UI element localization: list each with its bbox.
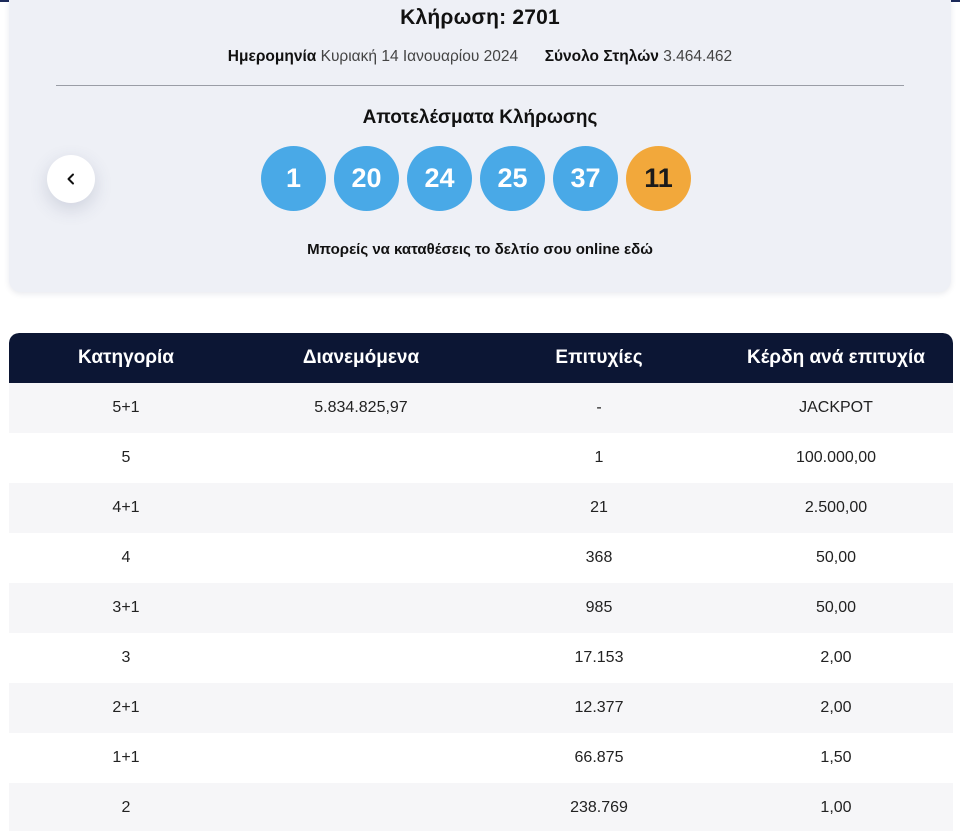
cell-winners: 17.153 — [574, 649, 624, 666]
number-ball: 1 — [261, 146, 326, 211]
prize-table: Κατηγορία Διανεμόμενα Επιτυχίες Κέρδη αν… — [9, 333, 953, 831]
table-row: 4 368 50,00 — [9, 533, 953, 583]
cell-winners: 66.875 — [574, 749, 624, 766]
date-label: Ημερομηνία — [227, 48, 317, 65]
online-bet-link[interactable]: εδώ — [624, 241, 653, 258]
cell-winners: 238.769 — [570, 799, 628, 816]
cell-winners: - — [596, 399, 602, 416]
table-row: 5 1 100.000,00 — [9, 433, 953, 483]
table-header: Κατηγορία Διανεμόμενα Επιτυχίες Κέρδη αν… — [9, 333, 953, 383]
cell-winners: 21 — [590, 499, 608, 516]
number-ball: 24 — [407, 146, 472, 211]
cell-category: 2+1 — [112, 699, 140, 716]
cell-category: 5 — [121, 449, 131, 466]
cell-winners: 985 — [585, 599, 613, 616]
header-category: Κατηγορία — [78, 347, 174, 368]
cell-prize: 50,00 — [815, 549, 857, 566]
winning-numbers: 1 20 24 25 37 11 — [261, 146, 691, 212]
cell-category: 4+1 — [112, 499, 140, 516]
header-winners: Επιτυχίες — [555, 347, 643, 368]
cell-category: 3+1 — [112, 599, 140, 616]
cell-category: 1+1 — [112, 749, 140, 766]
online-bet-note: Μπορείς να καταθέσεις το δελτίο σου onli… — [9, 241, 951, 258]
cell-prize: JACKPOT — [799, 399, 873, 416]
table-row: 3 17.153 2,00 — [9, 633, 953, 683]
cell-prize: 1,00 — [820, 799, 852, 816]
cell-prize: 2,00 — [820, 649, 852, 666]
number-ball: 20 — [334, 146, 399, 211]
cell-winners: 12.377 — [574, 699, 624, 716]
columns-label: Σύνολο Στηλών — [544, 48, 659, 65]
cell-category: 5+1 — [112, 399, 140, 416]
draw-summary-card: Κλήρωση: 2701 Ημερομηνία Κυριακή 14 Ιανο… — [9, 0, 951, 292]
cell-winners: 1 — [594, 449, 604, 466]
table-row: 5+1 5.834.825,97 - JACKPOT — [9, 383, 953, 433]
table-body: 5+1 5.834.825,97 - JACKPOT 5 1 100.000,0… — [9, 383, 953, 831]
cell-winners: 368 — [585, 549, 613, 566]
previous-draw-button[interactable] — [47, 155, 95, 203]
cell-category: 2 — [121, 799, 131, 816]
table-row: 1+1 66.875 1,50 — [9, 733, 953, 783]
header-prize-per-winner: Κέρδη ανά επιτυχία — [747, 347, 925, 368]
table-row: 2 238.769 1,00 — [9, 783, 953, 831]
number-ball: 25 — [480, 146, 545, 211]
draw-meta: Ημερομηνία Κυριακή 14 Ιανουαρίου 2024 Σύ… — [9, 48, 951, 66]
joker-ball: 11 — [626, 146, 691, 211]
chevron-left-icon — [64, 172, 78, 186]
cell-prize: 50,00 — [815, 599, 857, 616]
divider — [56, 85, 904, 86]
header-distributed: Διανεμόμενα — [302, 347, 420, 368]
online-bet-text: Μπορείς να καταθέσεις το δελτίο σου onli… — [307, 241, 620, 258]
cell-prize: 2,00 — [820, 699, 852, 716]
number-ball: 37 — [553, 146, 618, 211]
cell-prize: 100.000,00 — [795, 449, 877, 466]
cell-prize: 2.500,00 — [804, 499, 868, 516]
table-row: 4+1 21 2.500,00 — [9, 483, 953, 533]
cell-prize: 1,50 — [820, 749, 852, 766]
results-title: Αποτελέσματα Κλήρωσης — [362, 107, 598, 128]
table-row: 3+1 985 50,00 — [9, 583, 953, 633]
cell-category: 4 — [121, 549, 131, 566]
columns-value: 3.464.462 — [663, 48, 733, 65]
date-value: Κυριακή 14 Ιανουαρίου 2024 — [320, 48, 519, 65]
table-row: 2+1 12.377 2,00 — [9, 683, 953, 733]
draw-title: Κλήρωση: 2701 — [400, 6, 560, 29]
cell-distributed: 5.834.825,97 — [314, 399, 408, 416]
cell-category: 3 — [121, 649, 131, 666]
